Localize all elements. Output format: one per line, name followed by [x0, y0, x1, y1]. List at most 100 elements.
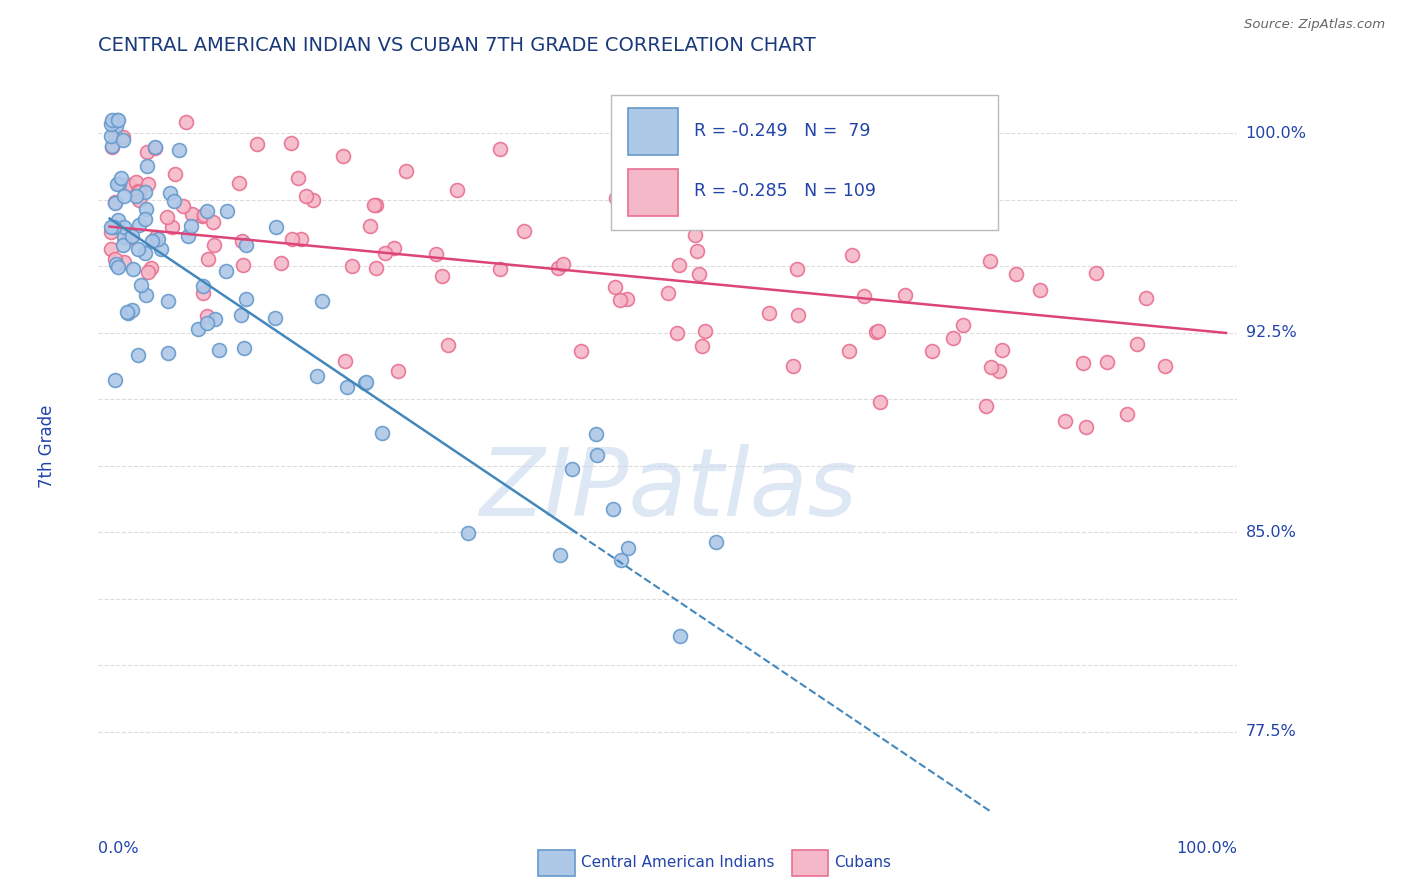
Point	[121, 303, 143, 318]
Point	[616, 292, 638, 306]
Text: 77.5%: 77.5%	[1246, 724, 1296, 739]
Point	[683, 228, 706, 243]
Text: R = -0.285   N = 109: R = -0.285 N = 109	[695, 183, 876, 201]
Point	[547, 260, 569, 275]
Point	[266, 219, 288, 234]
Point	[180, 219, 202, 234]
Point	[853, 289, 876, 303]
Point	[512, 223, 534, 237]
Point	[787, 309, 810, 323]
Point	[602, 501, 624, 516]
Point	[201, 215, 224, 229]
Point	[118, 230, 141, 244]
Point	[177, 229, 200, 244]
Point	[128, 185, 150, 199]
Point	[605, 280, 627, 294]
Point	[108, 177, 131, 191]
Point	[174, 115, 197, 129]
Point	[157, 293, 180, 308]
Point	[101, 139, 124, 153]
Point	[135, 159, 157, 173]
Text: R = -0.249   N =  79: R = -0.249 N = 79	[695, 121, 870, 140]
Point	[1074, 420, 1097, 434]
Point	[665, 326, 688, 340]
Point	[688, 267, 710, 281]
Point	[382, 241, 405, 255]
Point	[112, 254, 135, 268]
Point	[657, 285, 679, 300]
Point	[156, 346, 179, 360]
Point	[136, 178, 159, 192]
Point	[1115, 407, 1137, 421]
Point	[302, 193, 325, 207]
Point	[180, 207, 202, 221]
Point	[363, 198, 385, 212]
Point	[112, 238, 135, 252]
Point	[980, 359, 1002, 374]
FancyBboxPatch shape	[628, 169, 678, 216]
Point	[436, 338, 458, 352]
Point	[979, 254, 1001, 268]
Point	[111, 130, 134, 145]
Text: CENTRAL AMERICAN INDIAN VS CUBAN 7TH GRADE CORRELATION CHART: CENTRAL AMERICAN INDIAN VS CUBAN 7TH GRA…	[98, 36, 815, 54]
Point	[387, 364, 409, 378]
Point	[134, 185, 156, 199]
Point	[104, 252, 127, 267]
Point	[172, 199, 194, 213]
Point	[107, 260, 129, 274]
Point	[1029, 283, 1052, 297]
Point	[145, 230, 167, 244]
Point	[295, 189, 318, 203]
Point	[127, 242, 149, 256]
Point	[336, 380, 359, 394]
Point	[193, 208, 215, 222]
Point	[1135, 291, 1157, 305]
Point	[374, 245, 396, 260]
Point	[395, 163, 418, 178]
Point	[195, 309, 218, 323]
Point	[228, 177, 250, 191]
Point	[112, 133, 135, 147]
Point	[332, 149, 354, 163]
Point	[190, 209, 212, 223]
Point	[359, 219, 381, 234]
Point	[139, 260, 162, 275]
Point	[118, 178, 141, 193]
Point	[869, 395, 891, 409]
Point	[121, 228, 143, 243]
Point	[208, 343, 231, 357]
Point	[609, 293, 631, 307]
Point	[1126, 336, 1149, 351]
Point	[193, 279, 215, 293]
Point	[112, 220, 135, 235]
Point	[695, 324, 717, 338]
Point	[101, 113, 124, 128]
Point	[107, 113, 129, 128]
Point	[134, 245, 156, 260]
Point	[280, 136, 302, 151]
FancyBboxPatch shape	[628, 108, 678, 155]
Point	[263, 310, 285, 325]
Point	[457, 525, 479, 540]
Point	[942, 331, 965, 345]
Point	[786, 261, 808, 276]
Point	[354, 376, 377, 390]
Point	[548, 548, 571, 562]
Text: 100.0%: 100.0%	[1177, 841, 1237, 856]
Point	[169, 144, 191, 158]
Point	[143, 141, 166, 155]
Point	[692, 338, 714, 352]
Point	[353, 376, 375, 390]
Text: 100.0%: 100.0%	[1246, 126, 1306, 141]
Point	[134, 287, 156, 301]
Point	[127, 348, 149, 362]
Point	[335, 354, 357, 368]
Point	[569, 343, 592, 358]
Point	[287, 170, 309, 185]
Text: 85.0%: 85.0%	[1246, 525, 1296, 540]
Point	[617, 541, 640, 555]
Point	[143, 140, 166, 154]
FancyBboxPatch shape	[612, 95, 998, 230]
Point	[202, 238, 225, 252]
Point	[163, 194, 186, 209]
